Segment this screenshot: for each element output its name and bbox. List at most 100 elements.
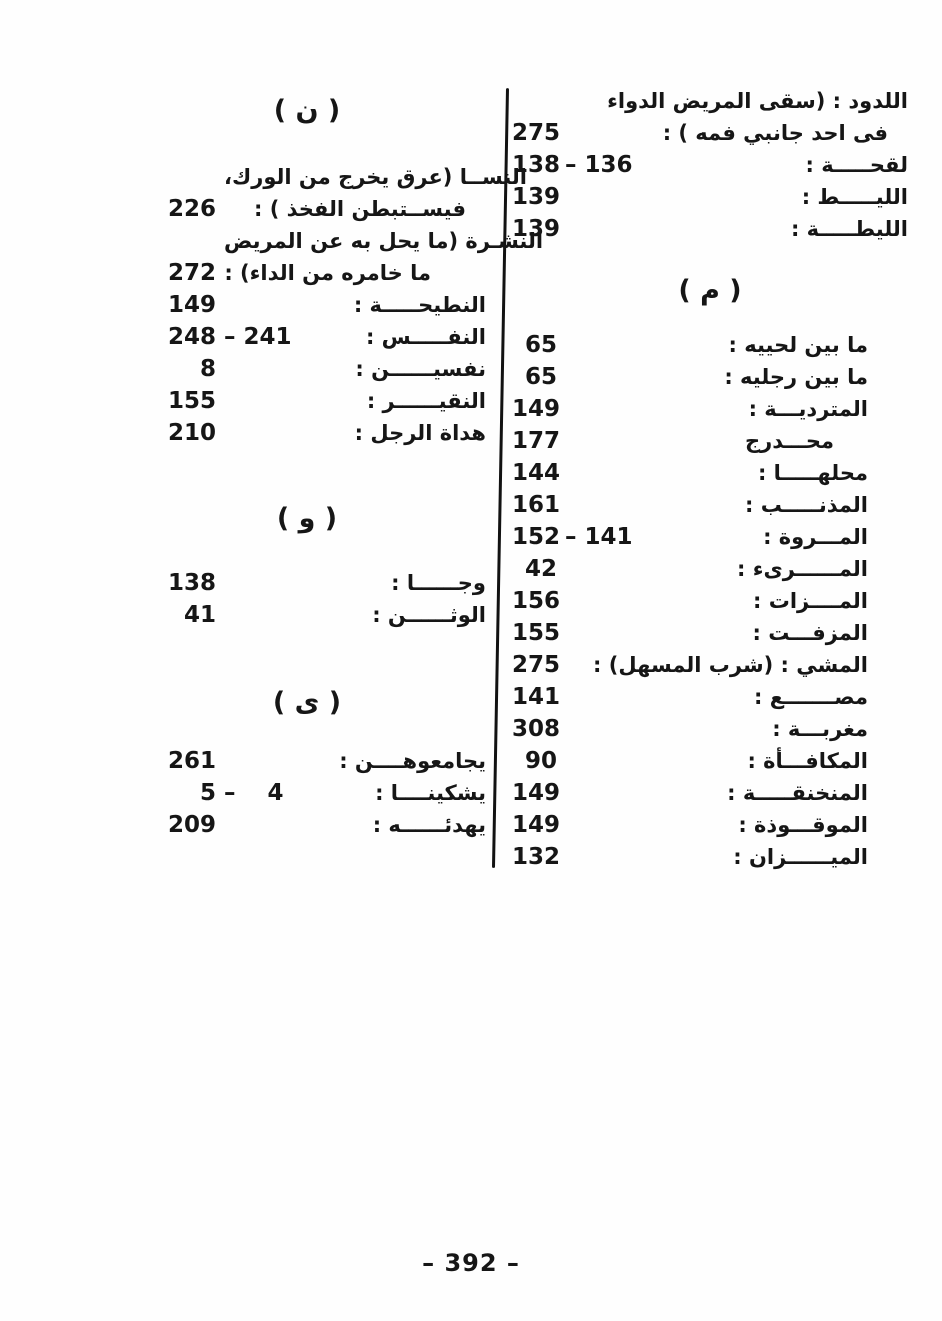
- index-entry-row: 308 مغربـــة :: [512, 714, 908, 746]
- entry-page-range-extension: – 136: [565, 152, 633, 178]
- entry-term: ما بين لحييه :: [728, 333, 868, 357]
- entry-term: النشـرة (ما يحل به عن المريض: [224, 229, 544, 253]
- index-entry-row: 149 الموقـــوذة :: [512, 810, 908, 842]
- entry-term: مغربـــة :: [772, 717, 868, 741]
- index-entry-row: 248 – 241 النفـــــس :: [128, 322, 486, 354]
- section-header-ya: ( ى ): [272, 687, 342, 718]
- entry-page-number: 275: [512, 120, 561, 146]
- entry-term: المنخنقـــــة :: [727, 781, 868, 805]
- entry-term: الميــــــزان :: [733, 845, 868, 869]
- index-entry-row: اللدود : (سقى المريض الدواء: [512, 86, 908, 118]
- entry-page-number: 8: [199, 356, 216, 382]
- entry-term: الموقـــوذة :: [738, 813, 868, 837]
- entry-term: النفـــــس :: [365, 325, 486, 349]
- entry-page-number: 138: [167, 570, 216, 596]
- entry-term: اللدود : (سقى المريض الدواء: [607, 89, 908, 113]
- section-header-mim: ( م ): [678, 275, 742, 306]
- index-section-nun: ( ن ) النســا (عرق يخرج من الورك، 226 فيســ…: [128, 86, 543, 450]
- entry-term: يهدئــــــه :: [372, 813, 486, 837]
- entry-page-number: 248: [167, 324, 216, 350]
- index-entry-row: 177 محـــدرج: [512, 426, 908, 458]
- index-column-left: ( ن ) النســا (عرق يخرج من الورك، 226 فيســ…: [128, 86, 543, 842]
- entry-page-number: 42: [524, 556, 557, 582]
- index-entry-row: 65 ما بين لحييه :: [512, 330, 908, 362]
- index-entry-row: 155 المزفـــت :: [512, 618, 908, 650]
- index-entry-row: 149 المترديـــة :: [512, 394, 908, 426]
- entry-term: لقحـــــة :: [805, 153, 908, 177]
- index-entry-row: 275 المشي : (شرب المسهل) :: [512, 650, 908, 682]
- entry-page-number: 139: [512, 216, 561, 242]
- entry-term: المــــــرىء :: [737, 557, 868, 581]
- entry-page-number: 155: [167, 388, 216, 414]
- index-entry-row: النســا (عرق يخرج من الورك،: [128, 162, 527, 194]
- entry-term: ما بين رجليه :: [724, 365, 868, 389]
- entry-term: المترديـــة :: [748, 397, 868, 421]
- index-entry-row: 261 يجامعوهــــن :: [128, 746, 486, 778]
- entry-term: النســا (عرق يخرج من الورك،: [224, 165, 527, 189]
- entry-term: المذنـــــب :: [744, 493, 868, 517]
- entry-page-number: 308: [512, 716, 561, 742]
- index-entry-row: 139 الليطـــــة :: [512, 214, 908, 246]
- entry-term: محـــدرج: [744, 429, 834, 453]
- entry-term: نفسيــــــن :: [355, 357, 486, 381]
- index-entry-row: 149 المنخنقـــــة :: [512, 778, 908, 810]
- entry-term: هداة الرجل :: [354, 421, 486, 445]
- entry-page-number: 152: [512, 524, 561, 550]
- index-entry-row: 209 يهدئــــــه :: [128, 810, 486, 842]
- column-divider: [491, 88, 510, 868]
- entry-term: المــــزات :: [753, 589, 868, 613]
- index-section-ya: ( ى ) 261 يجامعوهــــن : 5 – 4 يشكينــــا : 20…: [128, 678, 486, 842]
- index-entry-row: 138 وجــــــا :: [128, 568, 486, 600]
- entry-page-number: 226: [167, 196, 216, 222]
- entry-term: وجــــــا :: [391, 571, 486, 595]
- page-number-footer: – 392 –: [422, 1249, 520, 1277]
- entry-page-number: 144: [512, 460, 561, 486]
- index-column-right: اللدود : (سقى المريض الدواء 275 فى احد جان…: [512, 86, 908, 874]
- index-entry-row: 139 الليـــــط :: [512, 182, 908, 214]
- entry-page-number: 65: [524, 332, 557, 358]
- entry-term: المزفـــت :: [752, 621, 868, 645]
- entry-page-number: 209: [167, 812, 216, 838]
- entry-term: المـــروة :: [763, 525, 868, 549]
- index-entry-row: 90 المكافـــأة :: [512, 746, 908, 778]
- index-entry-row: 41 الوثــــــن :: [128, 600, 486, 632]
- entry-page-range-extension: – 4: [224, 780, 284, 806]
- entry-page-number: 275: [512, 652, 561, 678]
- section-header-nun: ( ن ): [273, 95, 341, 126]
- index-entry-row: 42 المــــــرىء :: [512, 554, 908, 586]
- entry-page-number: 210: [167, 420, 216, 446]
- entry-page-number: 177: [512, 428, 561, 454]
- entry-term: الليطـــــة :: [790, 217, 908, 241]
- index-entry-row: 138– 136 لقحـــــة :: [512, 150, 908, 182]
- entry-term: ما خامره من الداء) :: [224, 261, 431, 285]
- entry-page-number: 141: [512, 684, 561, 710]
- entry-page-number: 132: [512, 844, 561, 870]
- entry-term: النطيحـــــة :: [353, 293, 486, 317]
- index-entry-row: 8 نفسيــــــن :: [128, 354, 486, 386]
- entry-page-number: 5: [199, 780, 216, 806]
- index-entry-row: 132 الميــــــزان :: [512, 842, 908, 874]
- entry-term: محلهـــــا :: [757, 461, 868, 485]
- entry-page-number: 149: [512, 396, 561, 422]
- index-entry-row: 65 ما بين رجليه :: [512, 362, 908, 394]
- entry-term: المكافـــأة :: [747, 749, 868, 773]
- entry-term: يجامعوهــــن :: [339, 749, 486, 773]
- index-entry-row: 155 النقيــــــر :: [128, 386, 486, 418]
- entry-page-number: 149: [512, 780, 561, 806]
- entry-term: يشكينــــا :: [375, 781, 486, 805]
- entry-page-number: 272: [167, 260, 216, 286]
- index-entry-row: 5 – 4 يشكينــــا :: [128, 778, 486, 810]
- entry-term: فى احد جانبي فمه ) :: [662, 121, 888, 145]
- entry-page-number: 41: [183, 602, 216, 628]
- entry-page-number: 261: [167, 748, 216, 774]
- entry-page-number: 149: [512, 812, 561, 838]
- entry-page-range-extension: – 141: [565, 524, 633, 550]
- index-section-lam-continuation: اللدود : (سقى المريض الدواء 275 فى احد جان…: [512, 86, 908, 246]
- entry-page-number: 149: [167, 292, 216, 318]
- index-entry-row: 210 هداة الرجل :: [128, 418, 486, 450]
- index-entry-row: 144 محلهـــــا :: [512, 458, 908, 490]
- index-entry-row: 152– 141 المـــروة :: [512, 522, 908, 554]
- entry-term: الوثــــــن :: [372, 603, 486, 627]
- index-entry-row: 156 المــــزات :: [512, 586, 908, 618]
- entry-term: النقيــــــر :: [366, 389, 486, 413]
